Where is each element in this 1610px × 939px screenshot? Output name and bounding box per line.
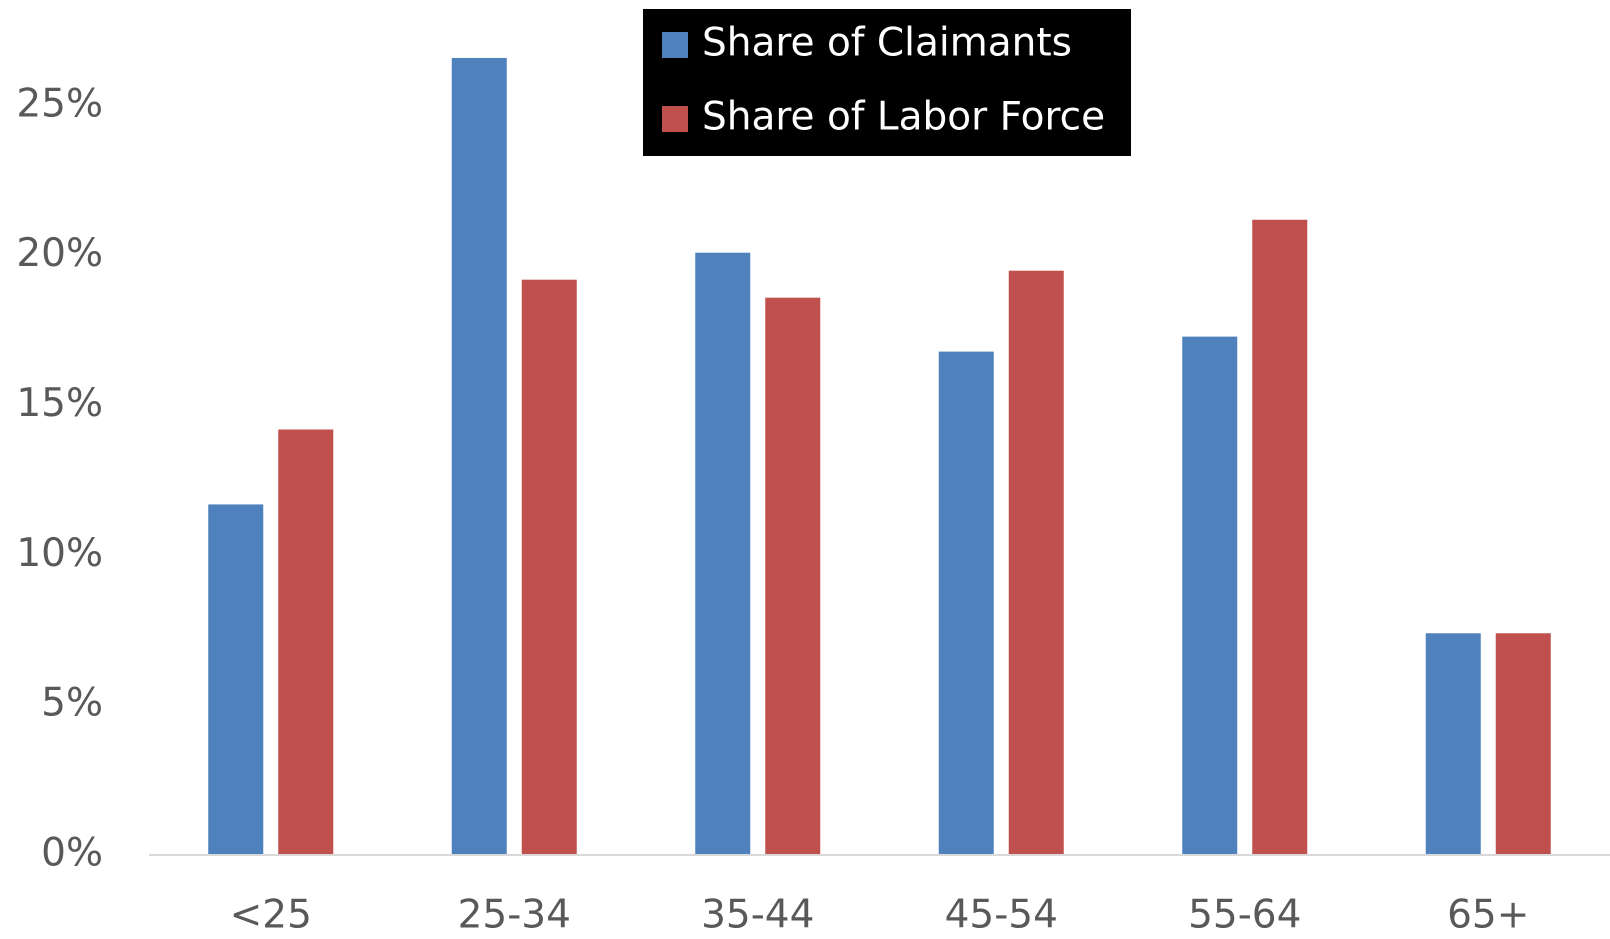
x-tick-label: 65+ — [1447, 893, 1529, 938]
bar — [1182, 336, 1238, 855]
y-tick-label: 25% — [16, 81, 103, 126]
legend-swatch — [662, 106, 688, 132]
bar — [208, 504, 264, 855]
bar — [451, 57, 507, 855]
bar — [1425, 633, 1481, 855]
y-tick-label: 20% — [16, 231, 103, 276]
y-tick-label: 10% — [16, 531, 103, 576]
legend-label: Share of Labor Force — [702, 95, 1105, 140]
legend-box — [643, 9, 1131, 156]
x-tick-label: 35-44 — [701, 893, 814, 938]
legend-swatch — [662, 32, 688, 58]
y-tick-label: 15% — [16, 381, 103, 426]
y-tick-label: 0% — [41, 831, 103, 876]
bar — [938, 351, 994, 855]
bar — [695, 252, 751, 856]
legend-label: Share of Claimants — [702, 21, 1072, 66]
bar — [1252, 219, 1308, 855]
bar — [1008, 270, 1064, 856]
bar — [1495, 633, 1551, 855]
y-tick-label: 5% — [41, 681, 103, 726]
x-tick-label: 25-34 — [458, 893, 571, 938]
bar — [278, 429, 334, 855]
bar — [521, 279, 577, 856]
x-tick-label: 45-54 — [945, 893, 1058, 938]
x-tick-label: 55-64 — [1188, 893, 1301, 938]
x-tick-label: <25 — [230, 893, 312, 938]
bar — [765, 297, 821, 855]
